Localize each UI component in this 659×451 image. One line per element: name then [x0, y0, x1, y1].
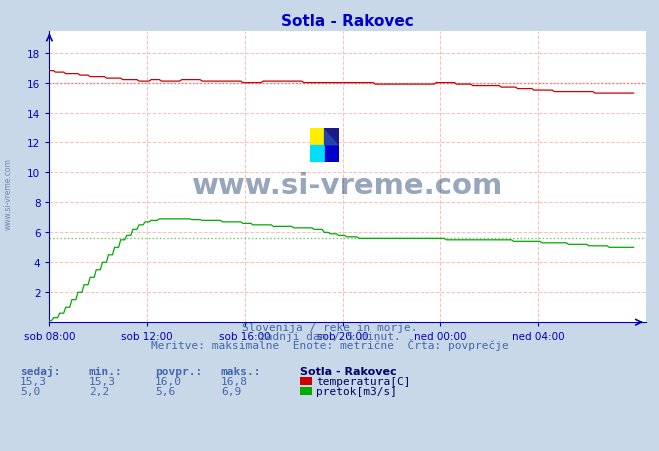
Text: 2,2: 2,2: [89, 386, 109, 396]
Text: zadnji dan / 5 minut.: zadnji dan / 5 minut.: [258, 331, 401, 341]
Text: Slovenija / reke in morje.: Slovenija / reke in morje.: [242, 322, 417, 332]
Text: 5,6: 5,6: [155, 386, 175, 396]
Text: 6,9: 6,9: [221, 386, 241, 396]
Text: 5,0: 5,0: [20, 386, 40, 396]
Text: temperatura[C]: temperatura[C]: [316, 376, 411, 386]
Text: Sotla - Rakovec: Sotla - Rakovec: [300, 366, 397, 376]
Text: 15,3: 15,3: [89, 376, 116, 386]
Text: sedaj:: sedaj:: [20, 365, 60, 376]
Bar: [310, 145, 325, 162]
Text: 16,8: 16,8: [221, 376, 248, 386]
Bar: [310, 129, 325, 145]
Polygon shape: [325, 129, 339, 145]
Polygon shape: [325, 129, 339, 145]
Text: www.si-vreme.com: www.si-vreme.com: [192, 172, 503, 200]
Text: 15,3: 15,3: [20, 376, 47, 386]
Text: min.:: min.:: [89, 366, 123, 376]
Text: 16,0: 16,0: [155, 376, 182, 386]
Text: maks.:: maks.:: [221, 366, 261, 376]
Text: povpr.:: povpr.:: [155, 366, 202, 376]
Text: Meritve: maksimalne  Enote: metrične  Črta: povprečje: Meritve: maksimalne Enote: metrične Črta…: [151, 338, 508, 350]
Bar: [325, 145, 339, 162]
Text: www.si-vreme.com: www.si-vreme.com: [3, 158, 13, 230]
Title: Sotla - Rakovec: Sotla - Rakovec: [281, 14, 414, 29]
Text: pretok[m3/s]: pretok[m3/s]: [316, 386, 397, 396]
